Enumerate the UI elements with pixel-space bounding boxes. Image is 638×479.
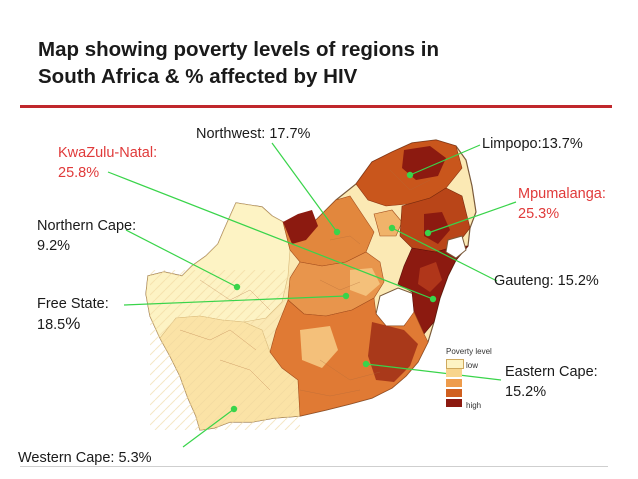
label-limpopo: Limpopo:13.7% — [482, 136, 583, 152]
label-western-cape: Western Cape: 5.3% — [18, 450, 152, 466]
page-title: Map showing poverty levels of regions in… — [38, 36, 598, 90]
leader-limpopo — [409, 144, 481, 176]
label-free-state: Free State: 18.5% — [37, 296, 109, 333]
label-northwest: Northwest: 17.7% — [196, 126, 311, 142]
label-gauteng: Gauteng: 15.2% — [494, 273, 599, 289]
leader-northern-cape — [125, 229, 238, 288]
legend-high-label: high — [466, 401, 482, 410]
legend-swatch-1 — [446, 359, 464, 369]
title-divider — [20, 105, 612, 108]
leader-western-cape — [182, 408, 235, 448]
swaziland — [445, 235, 467, 259]
label-kwazulu-natal: KwaZulu-Natal: 25.8% — [58, 145, 158, 181]
label-northern-cape: Northern Cape: 9.2% — [37, 218, 137, 254]
leader-free-state — [123, 295, 347, 306]
label-mpumalanga: Mpumalanga: 25.3% — [518, 186, 606, 222]
label-eastern-cape: Eastern Cape: 15.2% — [505, 364, 598, 400]
poverty-legend: Poverty level low high — [444, 347, 500, 413]
title-line-1: Map showing poverty levels of regions in — [38, 38, 439, 61]
leader-mpumalanga — [427, 201, 517, 234]
leader-eastern-cape — [365, 363, 502, 381]
legend-swatch-3 — [446, 379, 462, 387]
leader-kwazulu-natal — [107, 171, 434, 300]
legend-swatch-2 — [446, 369, 462, 377]
legend-low-label: low — [466, 361, 479, 370]
legend-title: Poverty level — [446, 347, 492, 356]
legend-swatch-5 — [446, 399, 462, 407]
leader-gauteng — [391, 227, 498, 282]
footer-divider — [20, 466, 608, 467]
leader-northwest — [271, 142, 338, 233]
legend-swatch-4 — [446, 389, 462, 397]
title-line-2: South Africa & % affected by HIV — [38, 65, 358, 88]
